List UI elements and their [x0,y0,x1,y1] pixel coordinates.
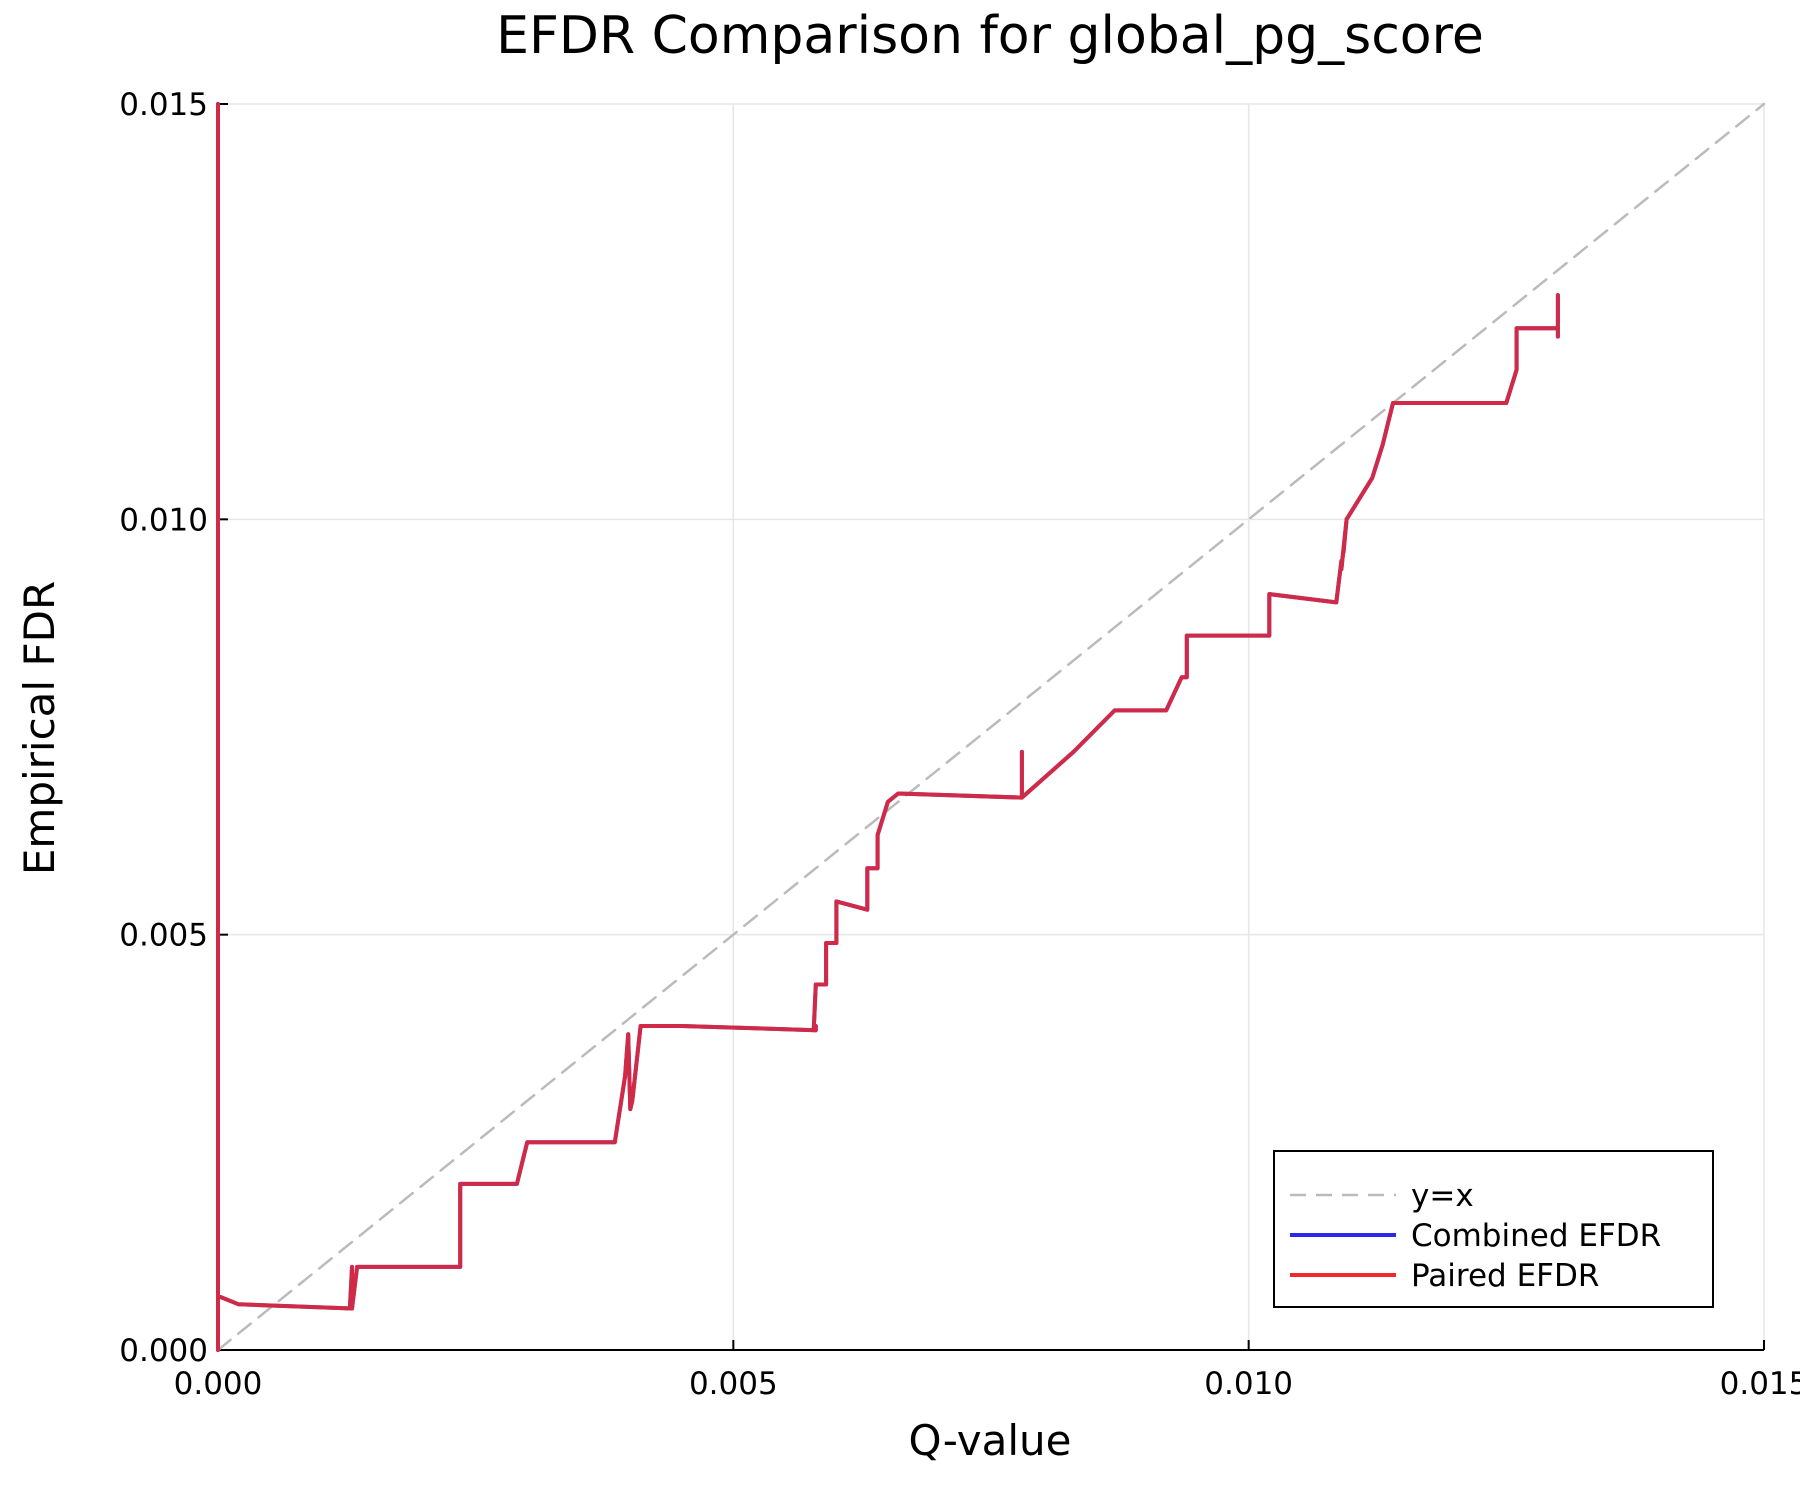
legend: y=x Combined EFDR Paired EFDR [1273,1150,1714,1308]
legend-box [1273,1150,1714,1308]
series-line-y-x [216,102,1766,1352]
series-line-paired-efdr [216,102,1560,1352]
y-tick-label: 0.015 [119,87,208,123]
x-tick-label: 0.015 [1720,1366,1800,1402]
x-tick-label: 0.000 [174,1366,263,1402]
grid-lines [218,103,1765,1350]
legend-label: Paired EFDR [1411,1258,1599,1294]
x-axis-label: Q-value [909,1416,1072,1465]
series-layer [216,102,1766,1352]
x-tick-label: 0.010 [1204,1366,1293,1402]
y-tick-label: 0.010 [119,502,208,538]
y-axis-label: Empirical FDR [15,581,64,875]
legend-label: Combined EFDR [1411,1218,1661,1254]
x-axis-ticks: 0.000 0.005 0.010 0.015 [174,1340,1800,1402]
y-axis-ticks: 0.000 0.005 0.010 0.015 [119,87,228,1369]
chart-title: EFDR Comparison for global_pg_score [496,6,1484,66]
y-tick-label: 0.000 [119,1333,208,1369]
y-tick-label: 0.005 [119,918,208,954]
legend-label: y=x [1411,1178,1474,1214]
x-tick-label: 0.005 [689,1366,778,1402]
